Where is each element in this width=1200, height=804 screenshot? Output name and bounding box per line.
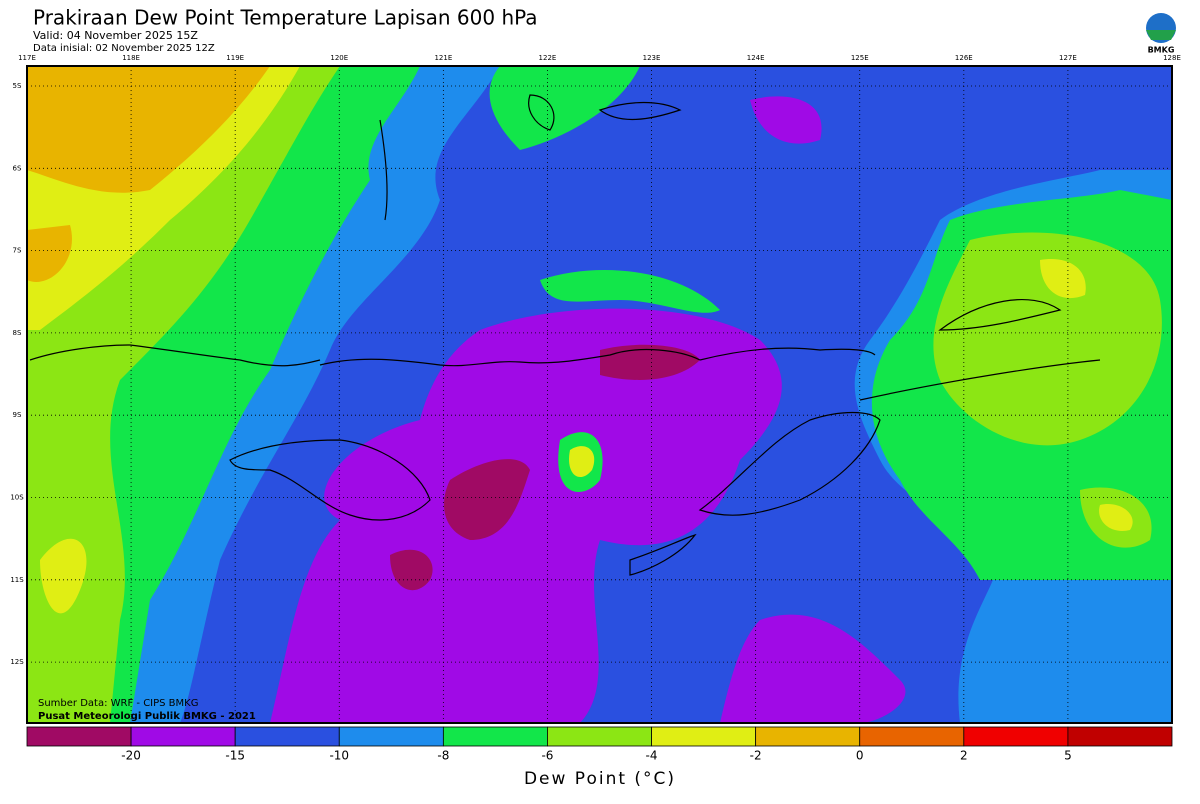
lon-label: 126E [955,54,973,62]
colorbar-swatch [963,726,1069,747]
coastlines [29,94,1101,576]
lon-label: 127E [1059,54,1077,62]
lon-label: 119E [226,54,244,62]
map-frame [26,65,1173,724]
colorbar-swatch [130,726,236,747]
colorbar-label: 2 [960,749,968,763]
source-credit: Sumber Data: WRF - CIPS BMKG [38,698,198,709]
colorbar-swatch [651,726,757,747]
colorbar-swatch [1067,726,1173,747]
lon-label: 117E [18,54,36,62]
colorbar-swatch [234,726,340,747]
colorbar-label: 0 [856,749,864,763]
publisher-credit: Pusat Meteorologi Publik BMKG - 2021 [38,711,256,722]
colorbar-label: -8 [437,749,449,763]
colorbar-label: -4 [646,749,658,763]
colorbar-swatch [547,726,652,747]
colorbar-swatch [338,726,444,747]
colorbar-swatch [26,726,132,747]
logo-text: BMKG [1148,46,1175,55]
lat-label: 11S [10,576,24,584]
lat-label: 6S [13,164,22,172]
lon-label: 128E [1163,54,1181,62]
colorbar: -20 -15 -10 -8 -6 -4 -2 0 2 5 [26,726,1173,763]
lon-label: 121E [434,54,452,62]
lon-label: 118E [122,54,140,62]
lon-label: 125E [851,54,869,62]
lat-label: 7S [13,247,22,255]
colorbar-label: -20 [121,749,141,763]
lon-label: 123E [643,54,661,62]
title: Prakiraan Dew Point Temperature Lapisan … [33,6,538,30]
colorbar-swatch [755,726,861,747]
lat-label: 9S [13,411,22,419]
lon-label: 124E [747,54,765,62]
colorbar-swatch [859,726,965,747]
lat-label: 8S [13,329,22,337]
colorbar-label: -6 [541,749,553,763]
init-time: Data inisial: 02 November 2025 12Z [33,43,215,54]
colorbar-label: -10 [329,749,349,763]
graticule [27,66,1172,723]
colorbar-swatch [442,726,548,747]
lat-label: 10S [10,494,24,502]
lat-label: 12S [10,658,24,666]
colorbar-label: -15 [225,749,245,763]
logo: BMKG [1146,13,1176,55]
colorbar-label: -2 [750,749,762,763]
lon-label: 120E [330,54,348,62]
lon-label: 122E [539,54,557,62]
colorbar-title: Dew Point (°C) [524,769,676,789]
valid-time: Valid: 04 November 2025 15Z [33,29,198,42]
colorbar-label: 5 [1064,749,1072,763]
dewpoint-field [27,66,1172,723]
lat-label: 5S [13,82,22,90]
